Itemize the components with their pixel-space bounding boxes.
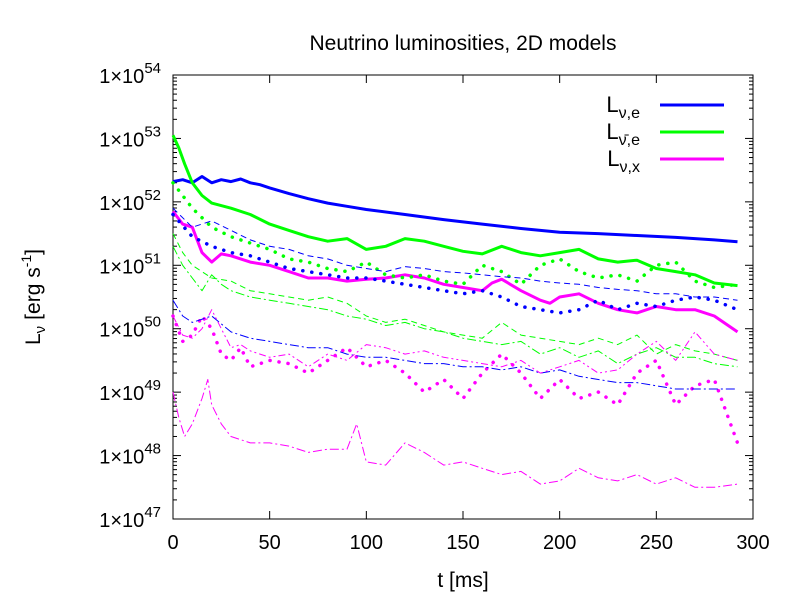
legend-label: Lν̄,e xyxy=(606,119,640,149)
series-line xyxy=(171,210,739,334)
y-tick-label: 1×1050 xyxy=(99,314,161,342)
x-tick-label: 0 xyxy=(167,532,178,554)
chart-title: Neutrino luminosities, 2D models xyxy=(310,32,617,55)
legend: Lν,eLν̄,eLν,x xyxy=(606,92,724,176)
x-tick-label: 300 xyxy=(736,532,769,554)
y-axis-label-sup: -1 xyxy=(18,255,34,268)
x-tick-label: 200 xyxy=(543,532,576,554)
x-tick-label: 100 xyxy=(350,532,383,554)
x-axis-label: t [ms] xyxy=(437,569,488,592)
legend-label: Lν,x xyxy=(607,146,640,176)
y-tick-label: 1×1054 xyxy=(99,60,161,88)
y-axis: 1×1047 1×1048 1×1049 1×1050 1×1051 1×1052 1×10… xyxy=(99,60,753,532)
y-axis-label-sub: ν xyxy=(32,326,49,334)
x-axis: 0 50 100 150 200 250 300 xyxy=(167,75,770,554)
y-tick-label: 1×1052 xyxy=(99,187,161,215)
series-line xyxy=(171,314,740,445)
y-tick-label: 1×1049 xyxy=(99,377,161,405)
y-tick-label: 1×1053 xyxy=(99,123,161,151)
series-line xyxy=(171,212,740,315)
x-tick-label: 50 xyxy=(259,532,281,554)
y-axis-label: Lν [erg s-1] xyxy=(18,249,49,345)
x-tick-label: 150 xyxy=(446,532,479,554)
series-line xyxy=(172,175,738,244)
series-line xyxy=(172,299,738,390)
series-line xyxy=(172,379,738,488)
series-line xyxy=(172,246,738,368)
y-tick-label: 1×1051 xyxy=(99,250,161,278)
y-tick-label: 1×1048 xyxy=(99,441,161,469)
plot-frame xyxy=(172,74,754,520)
y-axis-label-unit: [erg s xyxy=(22,267,45,320)
series-line xyxy=(172,309,738,374)
svg-text:Lν[erg s-1]: Lν [erg s-1] xyxy=(18,249,49,345)
y-axis-label-main: L xyxy=(22,333,45,345)
series-line xyxy=(171,181,740,290)
y-axis-label-close: ] xyxy=(22,249,45,255)
x-tick-label: 250 xyxy=(640,532,673,554)
legend-label: Lν,e xyxy=(606,92,640,122)
series-layer xyxy=(171,134,740,488)
y-tick-label: 1×1047 xyxy=(99,504,161,532)
series-line xyxy=(171,134,738,288)
series-line xyxy=(172,233,738,361)
